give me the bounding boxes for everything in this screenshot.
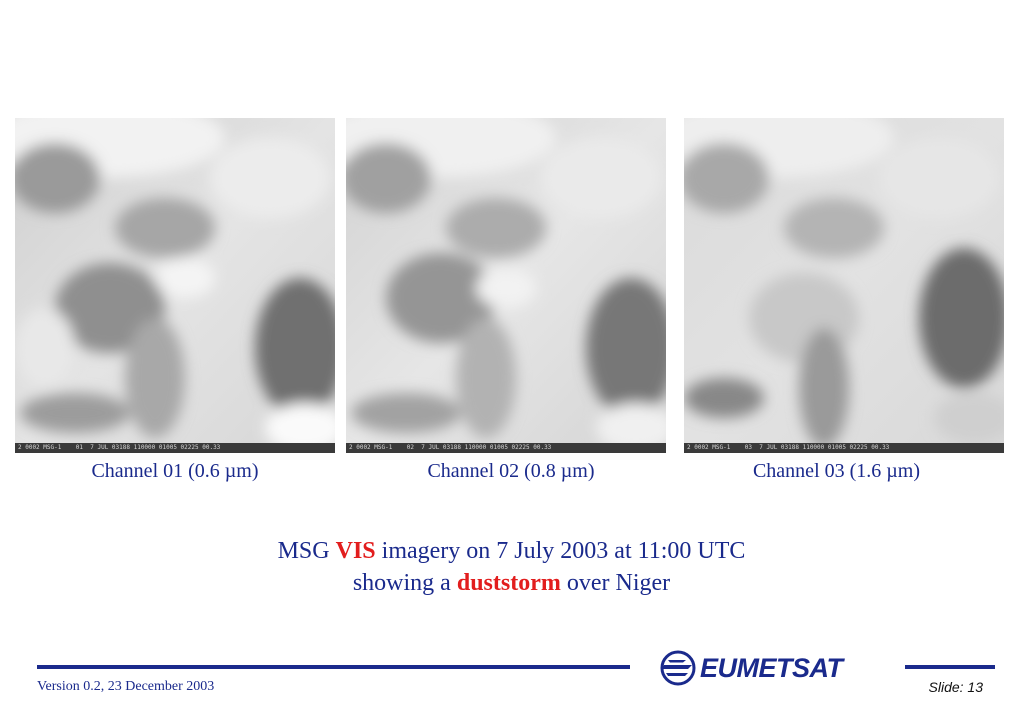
satellite-image-channel-02: 2 0002 MSG-1 02 7 JUL 03188 110000 01005… (346, 118, 666, 453)
satellite-image-graphic (684, 118, 1004, 453)
satellite-image-channel-01: 2 0002 MSG-1 01 7 JUL 03188 110000 01005… (15, 118, 335, 453)
image-metadata-strip: 2 0002 MSG-1 02 7 JUL 03188 110000 01005… (346, 443, 666, 453)
slide-title-line-1: MSG VIS imagery on 7 July 2003 at 11:00 … (0, 538, 1023, 565)
title-highlight: duststorm (456, 570, 561, 596)
slide-title-line-2: showing a duststorm over Niger (0, 570, 1023, 597)
caption-channel-01: Channel 01 (0.6 µm) (91, 460, 259, 482)
footer-divider-right (905, 665, 995, 669)
footer-divider-left (37, 665, 630, 669)
image-metadata-strip: 2 0002 MSG-1 01 7 JUL 03188 110000 01005… (15, 443, 335, 453)
title-text: showing a (352, 570, 457, 596)
eumetsat-logo-text: EUMETSAT (700, 653, 843, 683)
title-text: over Niger (560, 570, 671, 596)
slide-number: Slide: 13 (928, 679, 983, 695)
satellite-image-graphic (15, 118, 335, 453)
eumetsat-logo-icon (660, 650, 696, 686)
caption-channel-02: Channel 02 (0.8 µm) (427, 460, 595, 482)
version-label: Version 0.2, 23 December 2003 (37, 679, 215, 694)
satellite-image-channel-03: 2 0002 MSG-1 03 7 JUL 03188 110000 01005… (684, 118, 1004, 453)
title-text: imagery on 7 July 2003 at 11:00 UTC (375, 538, 746, 564)
satellite-image-graphic (346, 118, 666, 453)
title-highlight: VIS (335, 538, 376, 564)
title-text: MSG (277, 538, 336, 564)
image-metadata-strip: 2 0002 MSG-1 03 7 JUL 03188 110000 01005… (684, 443, 1004, 453)
eumetsat-logo: EUMETSAT (658, 647, 870, 689)
caption-channel-03: Channel 03 (1.6 µm) (752, 460, 921, 482)
